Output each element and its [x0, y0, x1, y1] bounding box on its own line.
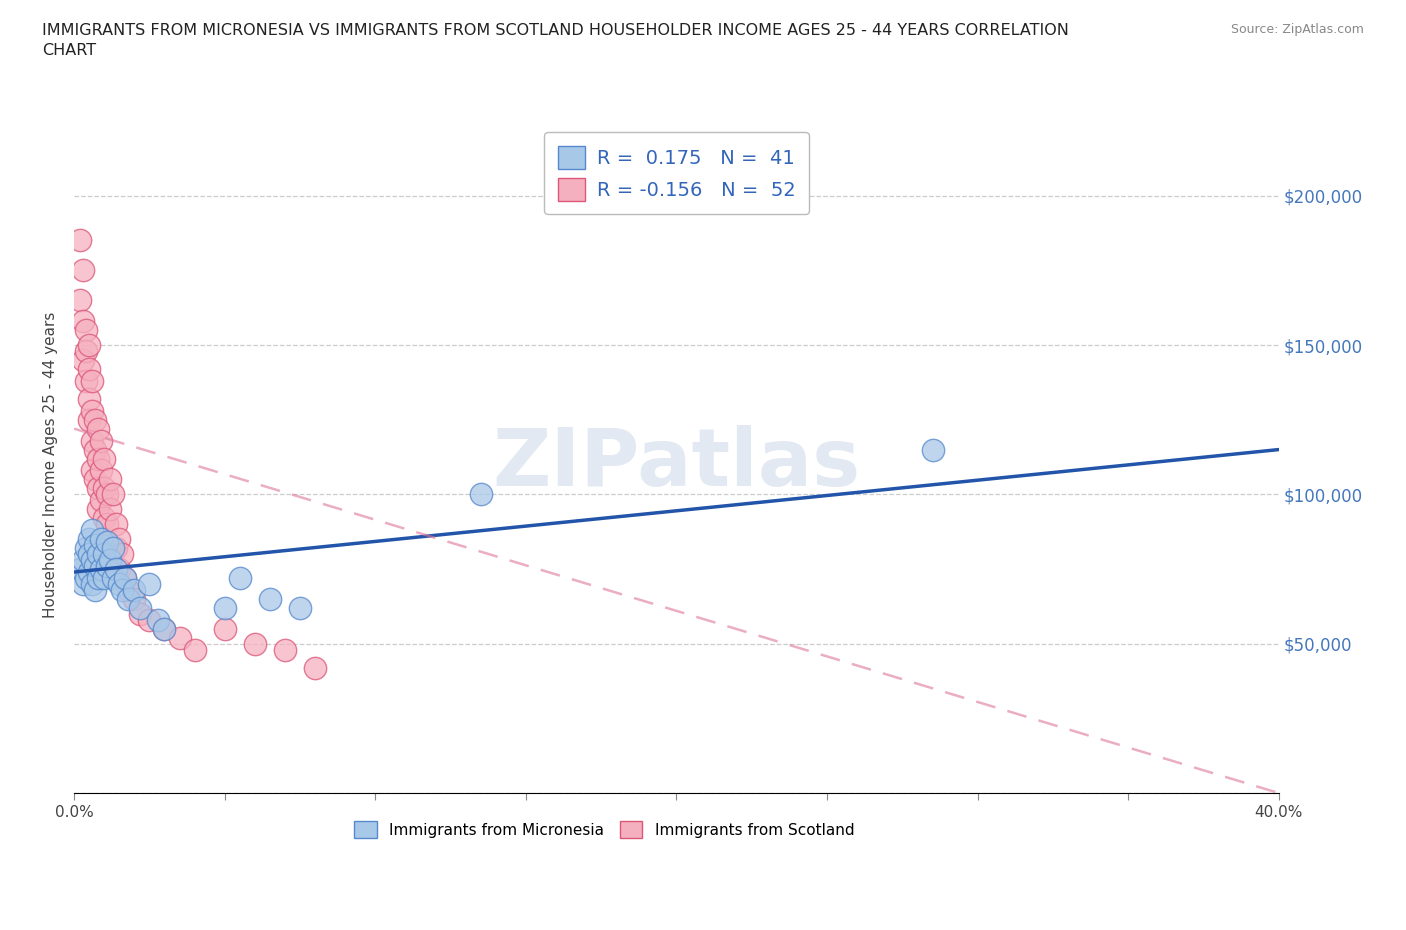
Point — [90, 493, 112, 508]
Point — [103, 487, 125, 502]
Point — [98, 502, 121, 517]
Point — [243, 636, 266, 651]
Point — [82, 374, 104, 389]
Point — [82, 404, 104, 418]
Point — [77, 565, 100, 579]
Point — [470, 487, 492, 502]
Point — [84, 582, 107, 597]
Point — [82, 577, 104, 591]
Point — [77, 392, 100, 406]
Point — [108, 562, 131, 577]
Point — [105, 540, 128, 555]
Text: ZIPatlas: ZIPatlas — [492, 426, 860, 503]
Point — [129, 606, 152, 621]
Point — [75, 540, 97, 555]
Point — [111, 547, 134, 562]
Point — [108, 532, 131, 547]
Point — [77, 547, 100, 562]
Point — [274, 643, 297, 658]
Point — [93, 532, 115, 547]
Point — [87, 502, 110, 517]
Point — [124, 591, 146, 606]
Point — [124, 582, 146, 597]
Point — [214, 601, 236, 616]
Point — [75, 374, 97, 389]
Point — [72, 313, 94, 328]
Point — [84, 559, 107, 574]
Point — [304, 660, 326, 675]
Point — [288, 601, 311, 616]
Point — [96, 517, 118, 532]
Point — [148, 612, 170, 627]
Point — [117, 582, 139, 597]
Point — [93, 451, 115, 466]
Point — [183, 643, 205, 658]
Point — [96, 487, 118, 502]
Point — [77, 338, 100, 352]
Point — [105, 562, 128, 577]
Text: IMMIGRANTS FROM MICRONESIA VS IMMIGRANTS FROM SCOTLAND HOUSEHOLDER INCOME AGES 2: IMMIGRANTS FROM MICRONESIA VS IMMIGRANTS… — [42, 23, 1069, 58]
Point — [75, 343, 97, 358]
Point — [138, 612, 160, 627]
Point — [77, 412, 100, 427]
Point — [87, 421, 110, 436]
Point — [87, 547, 110, 562]
Point — [96, 559, 118, 574]
Point — [229, 571, 252, 586]
Point — [108, 577, 131, 591]
Point — [77, 362, 100, 377]
Point — [114, 571, 136, 586]
Point — [921, 442, 943, 457]
Point — [214, 621, 236, 636]
Point — [72, 552, 94, 567]
Point — [111, 582, 134, 597]
Point — [84, 412, 107, 427]
Point — [93, 547, 115, 562]
Point — [105, 517, 128, 532]
Point — [84, 538, 107, 552]
Text: Source: ZipAtlas.com: Source: ZipAtlas.com — [1230, 23, 1364, 36]
Point — [90, 562, 112, 577]
Point — [72, 263, 94, 278]
Point — [69, 233, 91, 248]
Point — [103, 540, 125, 555]
Point — [87, 481, 110, 496]
Point — [98, 472, 121, 487]
Point — [96, 535, 118, 550]
Point — [69, 293, 91, 308]
Point — [259, 591, 281, 606]
Point — [87, 451, 110, 466]
Point — [114, 571, 136, 586]
Point — [90, 433, 112, 448]
Point — [82, 463, 104, 478]
Point — [72, 577, 94, 591]
Point — [87, 571, 110, 586]
Point — [169, 631, 191, 645]
Point — [129, 601, 152, 616]
Point — [93, 571, 115, 586]
Point — [82, 552, 104, 567]
Point — [98, 552, 121, 567]
Point — [75, 571, 97, 586]
Point — [103, 571, 125, 586]
Point — [84, 472, 107, 487]
Point — [93, 481, 115, 496]
Point — [90, 532, 112, 547]
Point — [93, 511, 115, 525]
Point — [138, 577, 160, 591]
Legend: Immigrants from Micronesia, Immigrants from Scotland: Immigrants from Micronesia, Immigrants f… — [349, 815, 860, 844]
Point — [72, 352, 94, 367]
Point — [117, 591, 139, 606]
Point — [153, 621, 176, 636]
Y-axis label: Householder Income Ages 25 - 44 years: Householder Income Ages 25 - 44 years — [44, 312, 58, 618]
Point — [153, 621, 176, 636]
Point — [69, 562, 91, 577]
Point — [82, 433, 104, 448]
Point — [75, 323, 97, 338]
Point — [84, 442, 107, 457]
Point — [82, 523, 104, 538]
Point — [77, 532, 100, 547]
Point — [90, 463, 112, 478]
